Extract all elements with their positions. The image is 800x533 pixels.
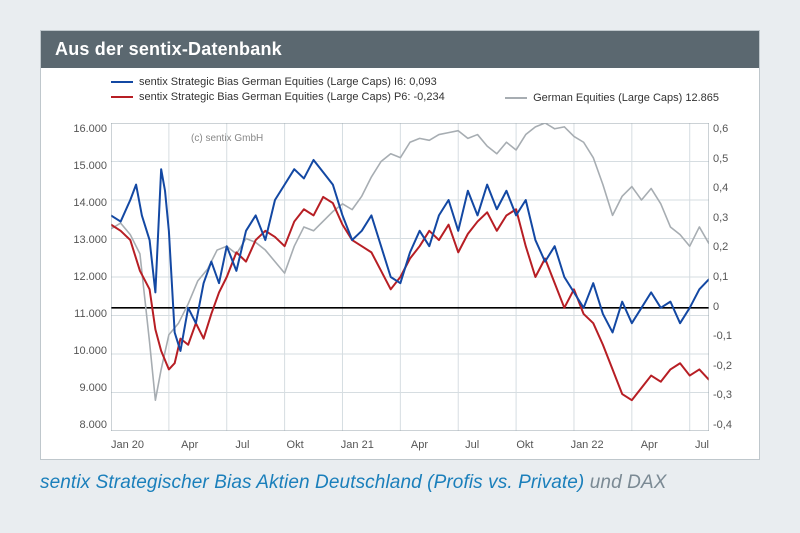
legend-label-dax: German Equities (Large Caps) 12.865: [533, 91, 719, 106]
x-tick: Jan 22: [571, 439, 604, 451]
y-right-tick: 0,5: [713, 153, 747, 165]
y-left-tick: 13.000: [59, 234, 107, 246]
y-axis-right: 0,6 0,5 0,4 0,3 0,2 0,1 0 -0,1 -0,2 -0,3 -0,4: [713, 123, 747, 431]
x-tick: Jul: [465, 439, 479, 451]
x-tick: Jul: [235, 439, 249, 451]
legend-swatch-i6: [111, 81, 133, 83]
y-left-tick: 10.000: [59, 345, 107, 357]
y-axis-left: 16.000 15.000 14.000 13.000 12.000 11.000 10.0…: [59, 123, 107, 431]
x-tick: Apr: [641, 439, 658, 451]
x-tick: Okt: [287, 439, 304, 451]
y-left-tick: 9.000: [59, 382, 107, 394]
y-left-tick: 15.000: [59, 160, 107, 172]
x-tick: Jan 21: [341, 439, 374, 451]
chart-frame: Aus der sentix-Datenbank sentix Strategi…: [40, 30, 760, 460]
y-right-tick: -0,4: [713, 419, 747, 431]
y-right-tick: -0,1: [713, 330, 747, 342]
y-right-tick: -0,2: [713, 360, 747, 372]
chart-caption: sentix Strategischer Bias Aktien Deutsch…: [40, 472, 760, 494]
y-right-tick: 0,1: [713, 271, 747, 283]
y-left-tick: 16.000: [59, 123, 107, 135]
y-left-tick: 11.000: [59, 308, 107, 320]
series-dax: [111, 123, 709, 400]
caption-main: sentix Strategischer Bias Aktien Deutsch…: [40, 472, 584, 493]
plot-area: [111, 123, 709, 431]
x-tick: Jan 20: [111, 439, 144, 451]
y-right-tick: 0,6: [713, 123, 747, 135]
legend-label-i6: sentix Strategic Bias German Equities (L…: [139, 75, 437, 90]
y-right-tick: 0,2: [713, 241, 747, 253]
y-right-tick: -0,3: [713, 389, 747, 401]
x-axis: Jan 20 Apr Jul Okt Jan 21 Apr Jul Okt Jan 22 Apr J…: [111, 439, 709, 451]
x-tick: Apr: [181, 439, 198, 451]
y-left-tick: 12.000: [59, 271, 107, 283]
x-tick: Apr: [411, 439, 428, 451]
y-left-tick: 8.000: [59, 419, 107, 431]
legend-label-p6: sentix Strategic Bias German Equities (L…: [139, 90, 445, 105]
y-right-tick: 0: [713, 301, 747, 313]
y-left-tick: 14.000: [59, 197, 107, 209]
legend-swatch-p6: [111, 96, 133, 98]
chart-svg: [111, 123, 709, 431]
chart-title: Aus der sentix-Datenbank: [55, 39, 282, 59]
legend-swatch-dax: [505, 97, 527, 99]
chart-legend: sentix Strategic Bias German Equities (L…: [111, 75, 729, 106]
legend-item-i6: sentix Strategic Bias German Equities (L…: [111, 75, 729, 90]
y-right-tick: 0,4: [713, 182, 747, 194]
chart-header: Aus der sentix-Datenbank: [41, 31, 759, 68]
x-tick: Okt: [516, 439, 533, 451]
caption-suffix: und DAX: [584, 472, 666, 493]
x-tick: Jul: [695, 439, 709, 451]
series-i6: [111, 160, 709, 351]
y-right-tick: 0,3: [713, 212, 747, 224]
